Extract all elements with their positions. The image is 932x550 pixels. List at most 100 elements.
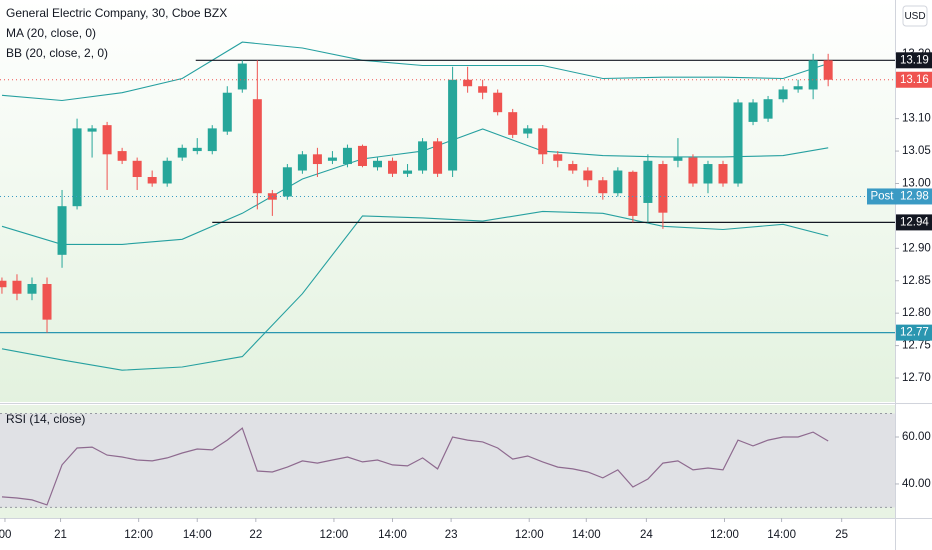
candle-body [72, 128, 82, 207]
candle-body [598, 180, 608, 194]
candle-body [327, 157, 337, 161]
main-pane [0, 0, 895, 402]
band-lower [1, 210, 829, 371]
y-tick-label: 12.70 [902, 372, 931, 384]
rsi-tick-label: 40.00 [902, 478, 931, 490]
candle-body [703, 164, 713, 184]
candle-body [823, 60, 833, 80]
candle-body [448, 79, 458, 171]
level-label: 13.19 [900, 54, 929, 66]
indicator-label: BB (20, close, 2, 0) [6, 46, 108, 60]
x-tick-label: 00 [0, 529, 11, 541]
x-tick-label: 12:00 [320, 529, 349, 541]
band-upper [1, 41, 829, 102]
level-label-bg [896, 324, 932, 341]
candle-body [237, 63, 247, 90]
level-label-bg [896, 214, 932, 231]
candle-body [372, 160, 382, 168]
currency-box[interactable] [902, 5, 928, 27]
y-tick-label: 13.10 [902, 113, 931, 125]
y-tick-label: 12.85 [902, 275, 931, 287]
candle-body [418, 141, 428, 171]
candle-body [297, 154, 307, 171]
candle-body [733, 102, 743, 184]
level-label: 12.94 [900, 216, 929, 228]
x-tick-label: 21 [54, 529, 67, 541]
post-price-bg [896, 188, 932, 205]
candle-body [748, 102, 758, 122]
last-price-bg [896, 71, 932, 88]
x-tick-label: 12:00 [710, 529, 739, 541]
candle-body [718, 164, 728, 184]
candle-body [613, 170, 623, 194]
level-label: 12.77 [900, 327, 929, 339]
candle-body [27, 283, 37, 294]
overlay: General Electric Company, 30, Cboe BZX M… [0, 5, 932, 541]
candle-body [102, 125, 112, 155]
candle-body [688, 157, 698, 184]
x-tick-label: 12:00 [515, 529, 544, 541]
candle-body [463, 79, 473, 87]
candle-body [523, 128, 533, 134]
y-tick-label: 12.80 [902, 307, 931, 319]
candle-body [658, 164, 668, 213]
candle-body [12, 280, 22, 294]
y-tick-label: 12.90 [902, 242, 931, 254]
candle-body [57, 206, 67, 255]
candle-body [357, 145, 367, 166]
candle-body [778, 89, 788, 100]
candle-body [342, 147, 352, 165]
last-price-label: 13.16 [900, 74, 929, 86]
candle-body [763, 99, 773, 119]
candle-body [388, 160, 398, 174]
candle-body [403, 170, 413, 174]
candle-body [478, 86, 488, 93]
candle-body [252, 99, 262, 194]
candle-body [568, 164, 578, 171]
candle-body [177, 147, 187, 158]
x-tick-label: 14:00 [572, 529, 601, 541]
candle-body [433, 141, 443, 174]
candle-body [628, 171, 638, 216]
x-tick-label: 23 [445, 529, 458, 541]
candle-body [493, 92, 503, 113]
candle-body [793, 86, 803, 90]
rsi-band [0, 413, 895, 508]
candle-body [87, 128, 97, 132]
candle-body [282, 167, 292, 197]
candle-body [583, 170, 593, 181]
rsi-tick-label: 60.00 [902, 431, 931, 443]
candle-body [42, 283, 52, 320]
candle-body [222, 92, 232, 132]
x-tick-label: 14:00 [183, 529, 212, 541]
candle-body [147, 177, 157, 184]
candle-body [553, 154, 563, 161]
candle-body [162, 160, 172, 184]
candle-body [0, 280, 7, 288]
y-tick-label: 13.05 [902, 145, 931, 157]
candle-body [207, 128, 217, 152]
plot [0, 41, 899, 522]
candle-body [312, 154, 322, 165]
level-label-bg [896, 52, 932, 69]
y-tick-label: 13.00 [902, 178, 931, 190]
candle-body [673, 157, 683, 161]
x-tick-label: 24 [640, 529, 653, 541]
candle-body [508, 112, 518, 135]
post-tag: Post [870, 190, 894, 202]
currency: USD [904, 11, 925, 22]
post-price-label: 12.98 [900, 190, 929, 202]
indicator-label: MA (20, close, 0) [6, 26, 96, 40]
rsi-line [1, 427, 829, 506]
y-tick-label: 12.75 [902, 340, 931, 352]
candle-body [808, 60, 818, 90]
candle-body [192, 147, 202, 152]
rsi-title: RSI (14, close) [6, 412, 85, 426]
candle-body [117, 151, 127, 161]
candle-body [132, 160, 142, 178]
candle-body [538, 128, 548, 155]
x-tick-label: 12:00 [124, 529, 153, 541]
candle-body [643, 160, 653, 203]
x-tick-label: 14:00 [767, 529, 796, 541]
